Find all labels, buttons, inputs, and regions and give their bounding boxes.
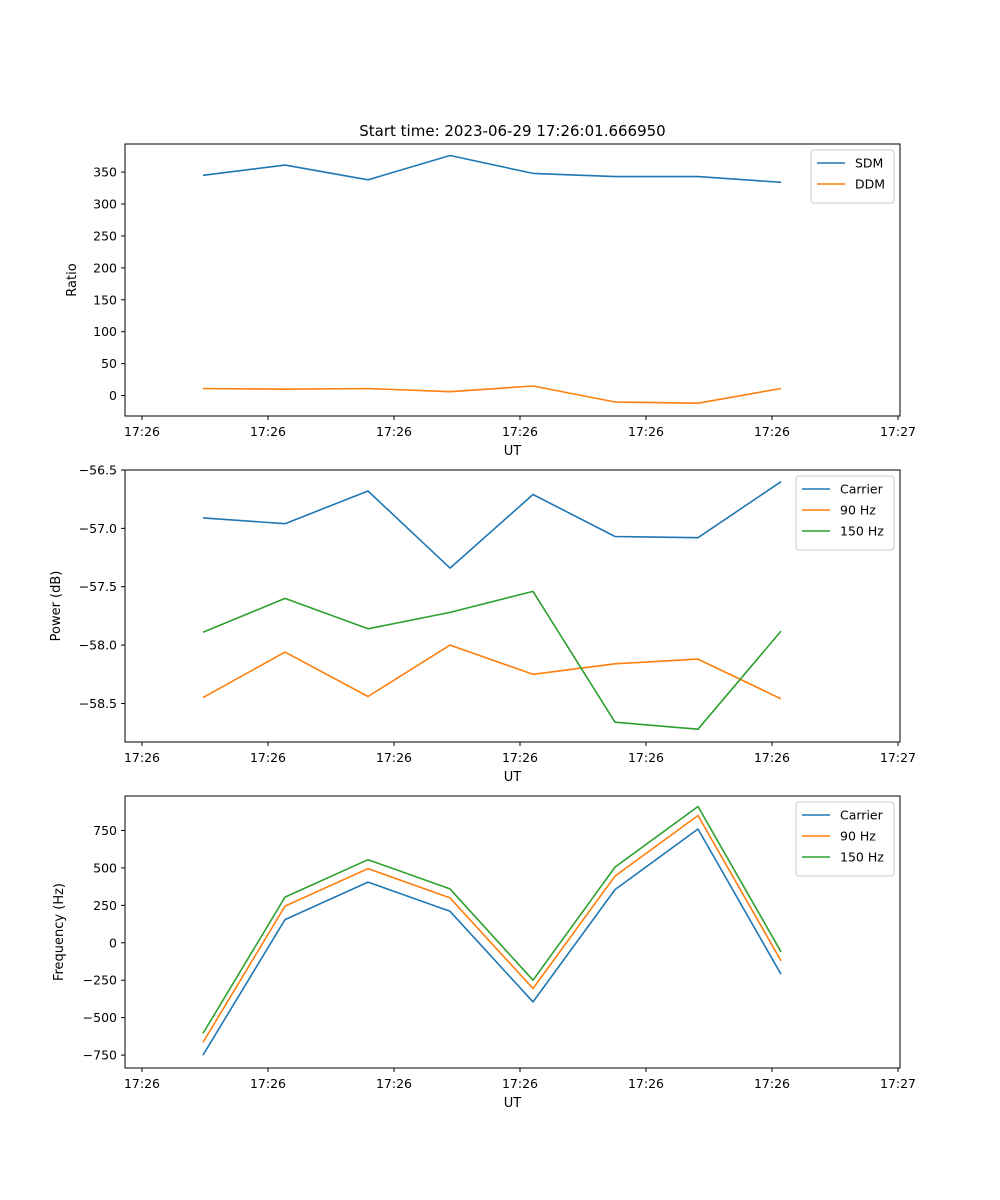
x-tick-label: 17:27 xyxy=(880,424,916,439)
axes-frame xyxy=(124,795,901,1069)
legend-label: 150 Hz xyxy=(840,850,884,865)
x-tick-label: 17:26 xyxy=(124,424,160,439)
y-tick-label: −750 xyxy=(83,1048,117,1063)
axes-frame xyxy=(124,469,901,743)
y-tick-label: 350 xyxy=(93,165,117,180)
x-tick-label: 17:26 xyxy=(502,1076,538,1091)
charts-group: 0 50 100 150 200 250 300 350 17:26 17:26 17:26 17:2… xyxy=(49,143,916,1111)
legend: Carrier 90 Hz 150 Hz xyxy=(795,475,895,551)
series-line-150-hz xyxy=(202,590,782,731)
x-tick-label: 17:26 xyxy=(124,750,160,765)
series-line-sdm xyxy=(202,154,782,184)
x-axis-label: UT xyxy=(504,1096,522,1111)
legend-label: Carrier xyxy=(840,808,884,823)
x-tick-label: 17:26 xyxy=(754,1076,790,1091)
y-tick-label: 750 xyxy=(93,823,117,838)
series-line-ddm xyxy=(202,385,782,405)
legend-label: 150 Hz xyxy=(840,524,884,539)
x-tick-label: 17:26 xyxy=(376,424,412,439)
x-tick-label: 17:26 xyxy=(628,750,664,765)
x-tick-label: 17:26 xyxy=(754,750,790,765)
y-tick-label: −250 xyxy=(83,973,117,988)
legend-label: DDM xyxy=(855,177,885,192)
y-tick-label: −58.5 xyxy=(79,696,117,711)
chart-2: −58.5 −58.0 −57.5 −57.0 −56.5 17:26 17:26 17:26… xyxy=(49,463,916,786)
x-tick-label: 17:26 xyxy=(250,750,286,765)
series-line-150-hz xyxy=(202,805,782,1034)
x-tick-label: 17:26 xyxy=(376,750,412,765)
x-tick-label: 17:26 xyxy=(628,1076,664,1091)
y-axis-label: Power (dB) xyxy=(49,571,64,642)
y-tick-label: −500 xyxy=(83,1010,117,1025)
y-tick-label: −56.5 xyxy=(79,463,117,478)
y-tick-label: −58.0 xyxy=(79,638,117,653)
y-tick-label: 300 xyxy=(93,197,117,212)
x-tick-label: 17:26 xyxy=(754,424,790,439)
y-tick-label: 250 xyxy=(93,228,117,243)
x-tick-label: 17:27 xyxy=(880,1076,916,1091)
x-tick-label: 17:27 xyxy=(880,750,916,765)
series-line-carrier xyxy=(202,828,782,1056)
y-tick-label: 500 xyxy=(93,860,117,875)
x-tick-label: 17:26 xyxy=(502,750,538,765)
y-tick-label: 0 xyxy=(109,935,117,950)
x-tick-label: 17:26 xyxy=(628,424,664,439)
x-axis-label: UT xyxy=(504,770,522,785)
y-tick-label: −57.0 xyxy=(79,521,117,536)
y-tick-label: 250 xyxy=(93,898,117,913)
y-axis-label: Ratio xyxy=(65,263,80,296)
x-tick-label: 17:26 xyxy=(502,424,538,439)
y-tick-label: 150 xyxy=(93,292,117,307)
figure-title: Start time: 2023-06-29 17:26:01.666950 xyxy=(359,122,665,140)
series-line-90-hz xyxy=(202,644,782,700)
y-tick-label: 50 xyxy=(101,356,117,371)
legend-label: SDM xyxy=(855,156,883,171)
series-line-90-hz xyxy=(202,814,782,1043)
chart-3: −750 −500 −250 0 250 500 750 17:26 17:26 17:26 17:… xyxy=(52,795,916,1111)
x-tick-label: 17:26 xyxy=(250,424,286,439)
y-axis-label: Frequency (Hz) xyxy=(52,883,67,981)
y-tick-label: 200 xyxy=(93,260,117,275)
x-tick-label: 17:26 xyxy=(250,1076,286,1091)
legend: Carrier 90 Hz 150 Hz xyxy=(795,801,895,877)
axes-frame xyxy=(124,143,901,417)
legend-label: 90 Hz xyxy=(840,829,876,844)
chart-1: 0 50 100 150 200 250 300 350 17:26 17:26 17:26 17:2… xyxy=(65,143,916,459)
series-line-carrier xyxy=(202,481,782,569)
x-tick-label: 17:26 xyxy=(376,1076,412,1091)
x-tick-label: 17:26 xyxy=(124,1076,160,1091)
y-tick-label: −57.5 xyxy=(79,579,117,594)
legend-label: 90 Hz xyxy=(840,503,876,518)
y-tick-label: 0 xyxy=(109,388,117,403)
y-tick-label: 100 xyxy=(93,324,117,339)
legend-label: Carrier xyxy=(840,482,884,497)
legend: SDM DDM xyxy=(810,149,895,204)
x-axis-label: UT xyxy=(504,444,522,459)
